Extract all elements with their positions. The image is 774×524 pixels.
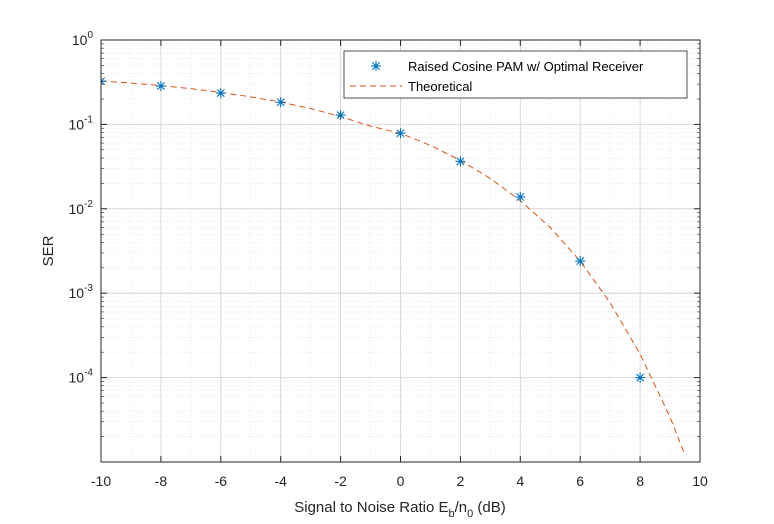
data-point-star [515, 191, 526, 202]
legend-label-theoretical: Theoretical [408, 79, 472, 94]
star-stroke [396, 129, 405, 138]
data-point-star [575, 256, 586, 267]
data-point-star [275, 97, 286, 108]
x-tick-label: -8 [155, 473, 168, 489]
x-tick-labels: -10 -8 -6 -4 -2 0 2 4 6 8 10 [91, 473, 708, 489]
x-tick-label: 2 [457, 473, 465, 489]
star-stroke [101, 77, 105, 82]
data-point-star [395, 128, 406, 139]
x-tick-label: 4 [516, 473, 524, 489]
x-tick-label: 10 [692, 473, 708, 489]
star-stroke [101, 80, 105, 86]
star-stroke [576, 257, 585, 266]
data-point-star [455, 156, 466, 167]
legend-box [343, 50, 688, 99]
plot-area [100, 39, 701, 463]
x-tick-label: -6 [215, 473, 228, 489]
x-tick-label: -2 [334, 473, 347, 489]
data-point-star [101, 76, 106, 87]
y-tick-label: 10-1 [69, 114, 94, 132]
x-tick-label: 6 [576, 473, 584, 489]
data-point-star [155, 81, 166, 92]
star-stroke [276, 98, 285, 107]
y-tick-label: 10-4 [69, 368, 94, 386]
star-stroke [516, 193, 525, 201]
y-tick-label: 10-2 [69, 199, 94, 217]
y-tick-labels: 100 10-1 10-2 10-3 10-4 [69, 30, 94, 386]
data-point-star [335, 110, 346, 121]
legend-label-simulated: Raised Cosine PAM w/ Optimal Receiver [408, 59, 644, 74]
x-tick-label: 0 [397, 473, 405, 489]
x-tick-label: -10 [91, 473, 111, 489]
star-stroke [636, 373, 645, 382]
series-layer [101, 76, 686, 456]
legend-star-glyph [371, 61, 381, 71]
star-stroke [456, 157, 465, 166]
legend-marker-star [371, 61, 381, 71]
y-tick-label: 100 [72, 30, 94, 48]
star-stroke [216, 89, 225, 98]
legend: Raised Cosine PAM w/ Optimal Receiver Th… [343, 50, 688, 99]
data-point-star [215, 88, 226, 99]
y-tick-label: 10-3 [69, 283, 94, 301]
x-tick-label: -4 [274, 473, 287, 489]
star-stroke [156, 82, 165, 91]
x-axis-label: Signal to Noise Ratio Eb/n0 (dB) [294, 499, 506, 520]
x-tick-label: 8 [636, 473, 644, 489]
data-point-star [635, 372, 646, 383]
y-axis-label: SER [40, 235, 57, 266]
star-stroke [336, 111, 345, 120]
tick-marks [100, 39, 701, 462]
star-stroke [372, 62, 380, 70]
